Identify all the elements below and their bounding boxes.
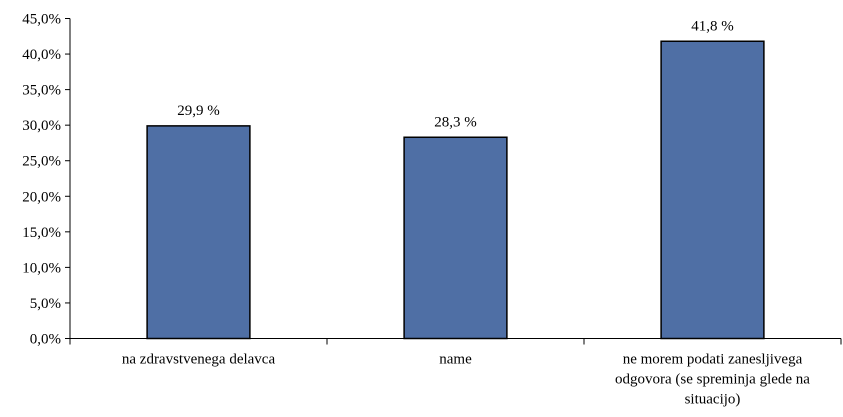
y-tick-label: 30,0% [22,118,61,134]
category-label: ne morem podati zanesljivega odgovora (se… [615,352,810,408]
y-tick-label: 10,0% [22,260,61,276]
category-label-line: odgovora (se spreminja glede na [615,372,810,388]
y-tick-label: 40,0% [22,47,61,63]
y-tick-label: 15,0% [22,225,61,241]
data-labels: 29,9 % 28,3 % 41,8 % [177,18,734,130]
y-tick-label: 5,0% [30,296,61,312]
data-label: 29,9 % [177,103,220,119]
y-tick-label: 35,0% [22,83,61,99]
y-axis: 0,0% 5,0% 10,0% 15,0% 20,0% 25,0% 30,0% 35,0% 40… [22,12,71,348]
data-label: 41,8 % [691,18,734,34]
category-label: name [439,352,472,368]
x-axis [69,338,842,345]
y-tick-label: 20,0% [22,189,61,205]
y-tick-label: 0,0% [30,332,61,348]
data-label: 28,3 % [434,114,477,130]
category-label-line: ne morem podati zanesljivega [623,352,803,368]
y-tick-label: 45,0% [22,12,61,28]
category-labels: na zdravstvenega delavca name ne morem pod… [122,352,810,408]
y-tick-label: 25,0% [22,154,61,170]
category-label-line: situacijo) [685,392,741,408]
category-label-line: na zdravstvenega delavca [122,352,276,368]
category-label: na zdravstvenega delavca [122,352,276,368]
bars [146,40,765,340]
category-label-line: name [439,352,472,368]
bar [660,40,765,340]
bar [146,125,251,340]
bar [403,136,508,340]
